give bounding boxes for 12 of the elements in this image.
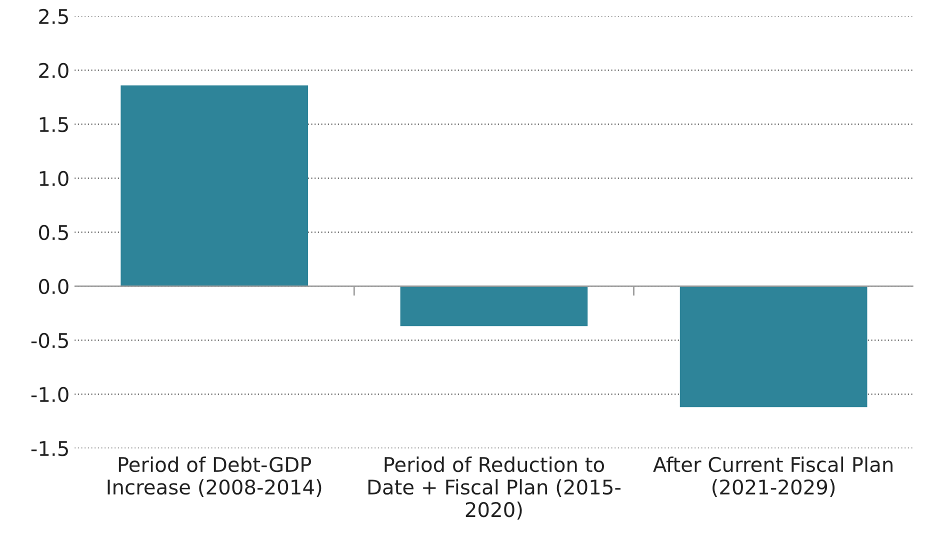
y-tick-label: 1.0 <box>40 170 68 186</box>
y-tick-label: 2.5 <box>39 8 68 24</box>
x-tick-label: Period of Debt-GDP Increase (2008-2014) <box>108 456 322 498</box>
y-tick-label: 0.0 <box>39 278 68 294</box>
x-tick-label: Period of Reduction to Date + Fiscal Plan (2015- 2020) <box>368 456 621 520</box>
y-tick-label: -1.0 <box>31 386 68 402</box>
x-tick-label: After Current Fiscal Plan (2021-2029) <box>653 456 892 498</box>
y-tick-label: 2.0 <box>39 62 68 78</box>
y-tick-label: 1.5 <box>40 117 68 132</box>
y-tick-label: -0.5 <box>31 332 68 348</box>
y-tick-label: -1.5 <box>31 441 68 456</box>
y-tick-label: 0.5 <box>39 224 68 240</box>
